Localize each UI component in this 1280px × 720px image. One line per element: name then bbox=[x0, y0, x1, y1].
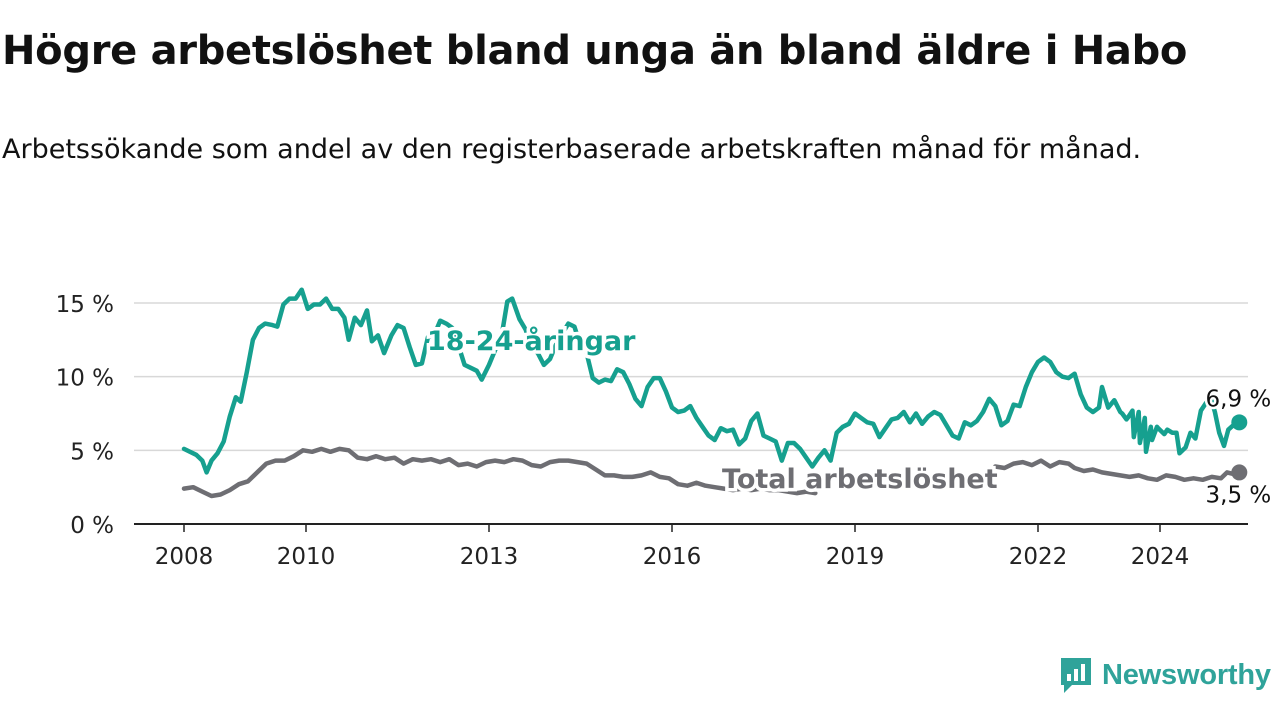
line-chart: 0 %5 %10 %15 % 2008 2010 2013 2016 2019 2022 2… bbox=[55, 287, 1274, 570]
y-tick-label: 0 % bbox=[70, 513, 114, 539]
chart-subtitle: Arbetssökande som andel av den registerb… bbox=[2, 134, 1142, 165]
grid-lines bbox=[134, 302, 1248, 525]
series-end-dot-2 bbox=[1231, 464, 1248, 481]
x-tick-label: 2016 bbox=[643, 544, 702, 570]
y-tick-label: 15 % bbox=[56, 292, 114, 318]
chart-title: Högre arbetslöshet bland unga än bland ä… bbox=[2, 28, 1188, 74]
x-tick-label: 2013 bbox=[460, 544, 519, 570]
series-labels: 6,9 % 18-24-åringar 3,5 % Total arbetslöshe… bbox=[424, 322, 1274, 511]
x-tick-label: 2010 bbox=[277, 544, 336, 570]
x-tick-label: 2024 bbox=[1131, 544, 1190, 570]
x-axis-ticks: 2008 2010 2013 2016 2019 2022 2024 bbox=[155, 524, 1190, 570]
y-axis-ticks: 0 % 5 % 10 % 15 % bbox=[56, 292, 114, 539]
brand-name: Newsworthy bbox=[1102, 658, 1271, 691]
series-line-2 bbox=[993, 458, 1242, 483]
newsworthy-logo: Newsworthy bbox=[1058, 655, 1271, 695]
x-tick-label: 2019 bbox=[826, 544, 885, 570]
x-tick-label: 2022 bbox=[1009, 544, 1068, 570]
series-line-2 bbox=[181, 446, 818, 499]
series-lines bbox=[181, 287, 1248, 499]
series-end-label-2: 3,5 % bbox=[1206, 482, 1272, 508]
y-tick-label: 5 % bbox=[70, 439, 114, 465]
y-tick-label: 10 % bbox=[56, 366, 114, 392]
newsworthy-logo-icon bbox=[1061, 658, 1091, 693]
x-tick-label: 2008 bbox=[155, 544, 214, 570]
series-line-1 bbox=[181, 287, 1242, 475]
series-label-2: Total arbetslöshet bbox=[722, 464, 998, 495]
series-label-1: 18-24-åringar bbox=[427, 325, 636, 357]
series-end-dot-1 bbox=[1231, 414, 1248, 431]
series-end-label-1: 6,9 % bbox=[1206, 386, 1272, 412]
